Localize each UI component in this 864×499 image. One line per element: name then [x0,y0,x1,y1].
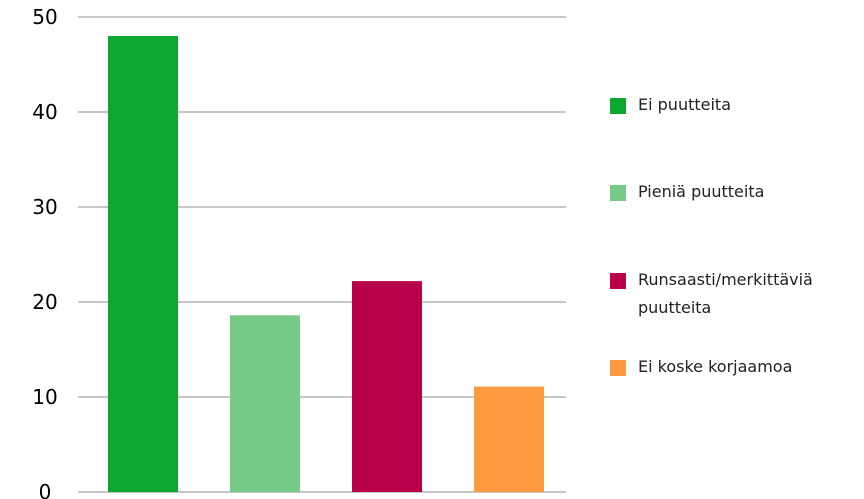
y-tick-label: 30 [32,195,57,219]
y-tick-label: 50 [32,5,57,29]
bar-3 [352,281,422,492]
legend-item-pienia-puutteita: Pieniä puutteita [610,182,848,206]
legend-swatch [610,185,626,201]
y-axis-tick-labels: 0 10 20 30 40 50 [32,5,57,499]
legend-label: Runsaasti/merkittäviä puutteita [638,270,813,317]
legend-swatch [610,98,626,114]
y-tick-label: 20 [32,290,57,314]
bar-4 [474,386,544,492]
legend-item-ei-koske-korjaamoa: Ei koske korjaamoa [610,357,848,381]
y-tick-label: 40 [32,100,57,124]
bars [108,36,544,492]
legend-item-ei-puutteita: Ei puutteita [610,95,848,119]
legend-swatch [610,273,626,289]
bar-chart: 0 10 20 30 40 50 [32,5,566,499]
legend-swatch [610,360,626,376]
legend-label: Pieniä puutteita [638,182,765,201]
legend-label: Ei puutteita [638,95,731,114]
legend-label: Ei koske korjaamoa [638,357,793,376]
bar-1 [108,36,178,492]
legend-item-runsaasti-merkittavia-puutteita: Runsaasti/merkittäviä puutteita [610,270,848,322]
y-tick-label: 10 [32,385,57,409]
y-tick-label: 0 [39,480,52,499]
bar-2 [230,315,300,492]
